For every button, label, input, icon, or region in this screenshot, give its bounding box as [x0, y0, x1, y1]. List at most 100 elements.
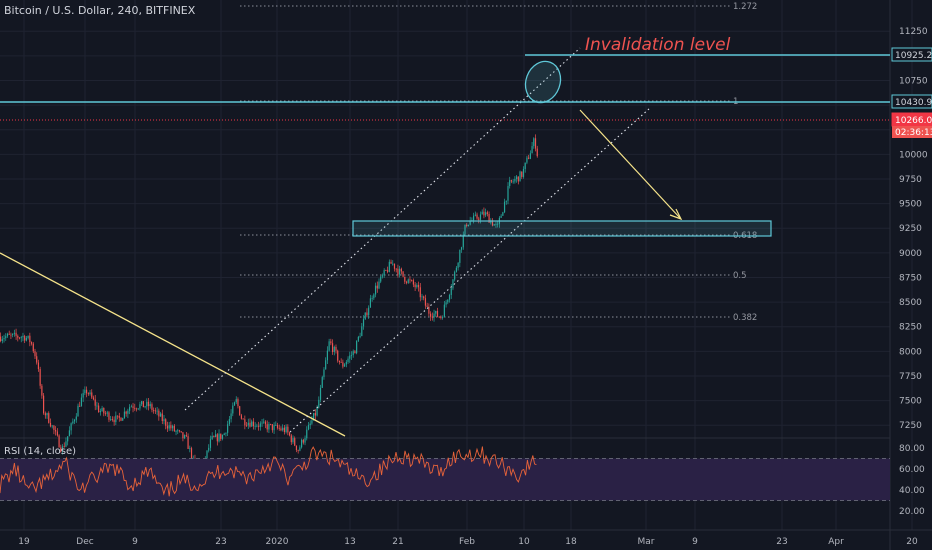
- candle-body: [380, 276, 382, 282]
- candle-body: [92, 397, 95, 400]
- candle-body: [175, 431, 177, 432]
- candle-body: [522, 168, 525, 177]
- price-tick-label: 9000: [899, 249, 922, 259]
- candle-body: [502, 212, 504, 216]
- candle-body: [397, 268, 399, 275]
- time-tick-label: 2020: [266, 537, 289, 547]
- candle-body: [135, 408, 138, 410]
- candle-body: [357, 336, 359, 341]
- candle-body: [48, 413, 50, 423]
- target-arrowhead: [669, 208, 683, 221]
- rsi-tick-label: 40.00: [899, 486, 925, 496]
- candle-body: [156, 410, 158, 412]
- candle-body: [433, 313, 435, 318]
- candle-body: [17, 335, 19, 338]
- rsi-pane[interactable]: 80.00 60.00 40.00 20.00: [0, 444, 925, 517]
- candle-body: [168, 425, 170, 429]
- candle-body: [55, 430, 57, 432]
- candle-body: [147, 401, 150, 407]
- candle-body: [172, 425, 174, 429]
- time-tick-label: 18: [565, 537, 577, 547]
- candle-body: [445, 302, 447, 305]
- candle-body: [431, 316, 433, 318]
- time-axis[interactable]: 19 Dec 9 23 2020 13 21 Feb 10 18 Mar 9 23 Apr 20: [18, 537, 918, 547]
- candle-body: [390, 261, 392, 264]
- candle-body: [416, 284, 418, 288]
- candle-body: [460, 247, 463, 250]
- candle-body: [72, 421, 74, 424]
- candle-body: [63, 446, 65, 448]
- channel-upper-line: [184, 47, 581, 411]
- candle-body: [473, 215, 475, 221]
- price-tick-label: 8000: [899, 347, 922, 357]
- candle-body: [333, 346, 335, 353]
- chart-title: Bitcoin / U.S. Dollar, 240, BITFINEX: [4, 4, 196, 17]
- candle-body: [419, 287, 421, 298]
- candle-body: [510, 180, 513, 182]
- candle-body: [369, 298, 371, 308]
- candle-body: [103, 407, 105, 414]
- candle-body: [356, 340, 358, 354]
- candle-body: [235, 399, 237, 403]
- candle-body: [129, 407, 131, 411]
- candle-body: [239, 406, 241, 416]
- candle-body: [120, 417, 122, 421]
- candle-body: [84, 389, 86, 394]
- candle-body: [146, 401, 148, 407]
- price-tag: [891, 47, 932, 62]
- candle-body: [295, 445, 298, 450]
- candle-body: [335, 346, 337, 351]
- candle-body: [27, 335, 29, 338]
- candle-body: [70, 423, 72, 431]
- candle-body: [483, 211, 485, 216]
- candle-body: [491, 220, 494, 226]
- candle-body: [285, 426, 287, 433]
- candle-body: [6, 333, 9, 337]
- candle-body: [454, 271, 456, 280]
- countdown-label: 02:36:13: [895, 128, 932, 138]
- candle-body: [142, 401, 144, 408]
- candle-body: [227, 424, 229, 433]
- candle-body: [91, 392, 93, 398]
- candle-body: [256, 425, 258, 427]
- fib-level-label: 0.382: [733, 313, 757, 323]
- candle-body: [479, 214, 482, 220]
- candle-body: [411, 280, 413, 282]
- candle-body: [378, 281, 380, 289]
- candle-body: [349, 355, 351, 359]
- candle-body: [469, 221, 471, 225]
- support-zone-box: [352, 220, 772, 237]
- candle-body: [342, 362, 344, 367]
- candle-body: [283, 427, 285, 433]
- candle-body: [435, 310, 437, 314]
- candle-body: [134, 407, 136, 409]
- candle-body: [185, 435, 187, 437]
- candle-body: [104, 413, 107, 415]
- candle-body: [331, 343, 334, 353]
- candle-body: [41, 385, 43, 396]
- candle-body: [436, 310, 439, 317]
- candle-body: [242, 418, 244, 420]
- candle-body: [39, 369, 41, 386]
- candle-body: [82, 393, 84, 398]
- candle-body: [258, 425, 260, 427]
- candle-body: [67, 436, 69, 442]
- candle-body: [474, 214, 476, 216]
- time-tick-label: 23: [215, 537, 226, 547]
- candle-body: [89, 392, 91, 395]
- candle-body: [354, 351, 356, 354]
- candle-body: [417, 284, 420, 288]
- candle-body: [347, 358, 349, 362]
- candle-body: [478, 218, 480, 220]
- price-tick-label: 8250: [899, 323, 922, 333]
- candle-body: [392, 263, 394, 265]
- candle-body: [130, 406, 132, 408]
- candle-body: [519, 171, 521, 182]
- candle-body: [516, 176, 518, 180]
- candle-body: [141, 401, 143, 405]
- candle-body: [101, 407, 103, 412]
- candle-body: [381, 275, 384, 277]
- candle-body: [87, 393, 89, 395]
- time-tick-label: Feb: [459, 537, 475, 547]
